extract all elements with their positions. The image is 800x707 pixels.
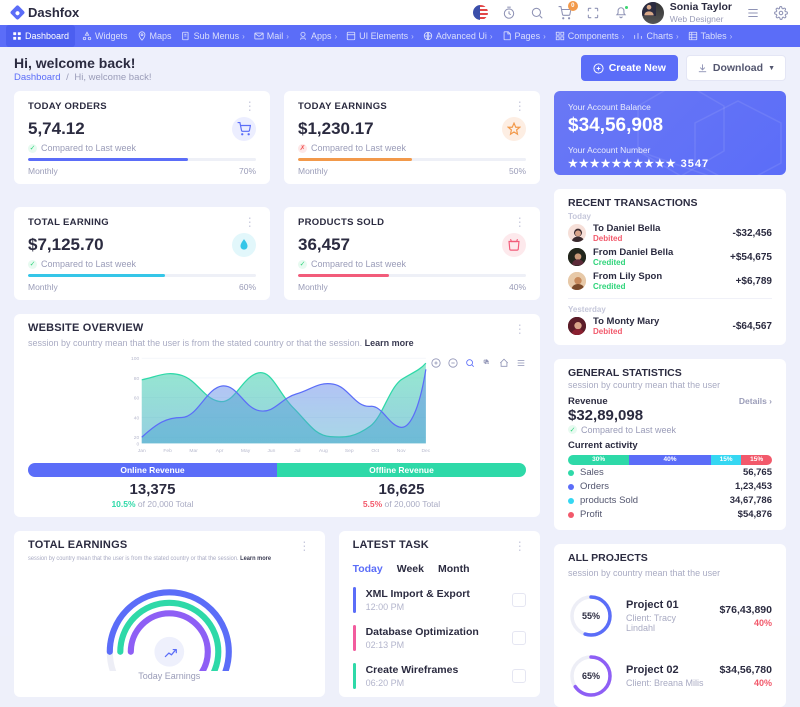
svg-text:May: May	[241, 448, 251, 454]
svg-text:20: 20	[134, 435, 140, 441]
svg-text:Sep: Sep	[345, 448, 354, 454]
svg-text:0: 0	[137, 441, 140, 447]
svg-text:60: 60	[134, 395, 140, 401]
svg-text:Nov: Nov	[397, 448, 406, 454]
svg-text:Feb: Feb	[163, 448, 172, 454]
svg-text:Oct: Oct	[371, 448, 379, 454]
svg-text:Jul: Jul	[294, 448, 300, 454]
svg-text:100: 100	[131, 356, 139, 362]
svg-text:Aug: Aug	[319, 448, 328, 454]
svg-text:Dec: Dec	[421, 448, 430, 454]
svg-text:80: 80	[134, 375, 140, 381]
svg-text:Apr: Apr	[216, 448, 224, 454]
svg-text:65%: 65%	[582, 671, 600, 681]
svg-text:55%: 55%	[582, 611, 600, 621]
svg-text:Jan: Jan	[138, 448, 146, 454]
svg-text:Mar: Mar	[189, 448, 198, 454]
svg-text:Jun: Jun	[267, 448, 275, 454]
svg-text:40: 40	[134, 415, 140, 421]
